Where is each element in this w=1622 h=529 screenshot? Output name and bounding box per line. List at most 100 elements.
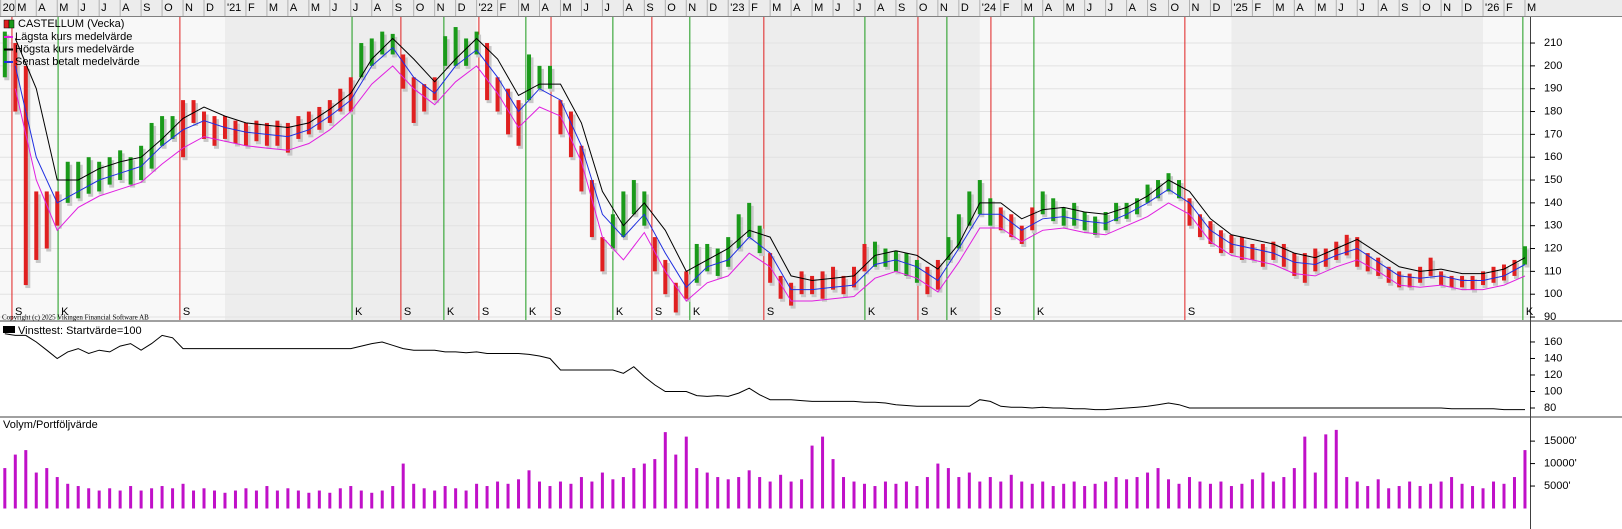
- price-bar: [1512, 259, 1517, 276]
- volume-bar: [475, 483, 479, 509]
- price-bar: [1019, 225, 1024, 244]
- volume-bar: [233, 490, 237, 509]
- price-bar: [296, 116, 301, 139]
- volume-bar: [800, 479, 804, 509]
- x-tick-label: O: [667, 2, 676, 14]
- price-bar: [86, 157, 91, 194]
- price-bar: [988, 198, 993, 226]
- x-tick-label: A: [38, 2, 46, 14]
- volume-bar: [244, 488, 248, 509]
- signal-label: K: [950, 306, 958, 318]
- x-tick-label: J: [1338, 2, 1344, 14]
- volume-bar: [13, 454, 17, 509]
- price-bar: [1260, 243, 1265, 267]
- volume-bar: [653, 459, 657, 509]
- x-tick-label: A: [877, 2, 885, 14]
- x-tick-label: D: [1464, 2, 1472, 14]
- volume-bar: [34, 472, 38, 509]
- price-bar: [1208, 221, 1213, 244]
- price-bar: [925, 266, 930, 295]
- price-bar: [23, 65, 28, 286]
- price-bar: [233, 120, 238, 144]
- x-tick-label: D: [458, 2, 466, 14]
- price-bar: [1365, 253, 1370, 272]
- x-tick-label: F: [500, 2, 507, 14]
- equity-icon: [3, 326, 15, 333]
- volume-bar: [1523, 450, 1527, 509]
- price-bar: [1239, 237, 1244, 260]
- x-tick-label: F: [248, 2, 255, 14]
- volume-bar: [1439, 481, 1443, 509]
- x-tick-label: 20: [3, 2, 15, 14]
- x-tick-label: M: [1024, 2, 1033, 14]
- volume-bar: [275, 490, 279, 509]
- panel-marks: [2, 17, 1530, 320]
- price-bar: [1187, 198, 1192, 226]
- price-bar: [516, 100, 521, 146]
- volume-bar: [579, 477, 583, 509]
- volume-bar: [76, 486, 80, 509]
- volume-bar: [957, 477, 961, 509]
- price-bar: [1166, 173, 1171, 192]
- y-tick-label: 130: [1544, 220, 1562, 232]
- x-tick-label: M: [772, 2, 781, 14]
- y-tick-label: 180: [1544, 105, 1562, 117]
- price-bar: [904, 253, 909, 276]
- price-bar: [128, 157, 133, 185]
- price-bar: [1030, 207, 1035, 231]
- x-tick-label: '25: [1233, 2, 1247, 14]
- volume-bar: [1334, 429, 1338, 509]
- volume-bar: [1093, 483, 1097, 509]
- price-bar: [348, 77, 353, 112]
- volume-bar: [1114, 477, 1118, 509]
- price-bar: [757, 225, 762, 254]
- volume-bar: [1030, 483, 1034, 509]
- volume-bar: [181, 483, 185, 509]
- x-tick-label: F: [1003, 2, 1010, 14]
- y-tick-label: 200: [1544, 60, 1562, 72]
- x-tick-label: S: [646, 2, 653, 14]
- price-bar: [411, 77, 416, 123]
- price-bar: [872, 241, 877, 267]
- volume-bar: [454, 488, 458, 509]
- x-tick-label: M: [17, 2, 26, 14]
- y-tick-label: 160: [1544, 151, 1562, 163]
- price-bar: [1460, 275, 1465, 288]
- x-tick-label: D: [1212, 2, 1220, 14]
- signal-label: S: [655, 306, 662, 318]
- volume-bar: [1345, 477, 1349, 509]
- price-bar: [977, 180, 982, 215]
- signal-label: K: [447, 306, 455, 318]
- volume-bar: [978, 481, 982, 509]
- ma-line: [14, 46, 1526, 291]
- volume-bar: [1271, 481, 1275, 509]
- volume-bar: [852, 481, 856, 509]
- price-bar: [327, 100, 332, 123]
- volume-bar: [401, 463, 405, 509]
- volume-bar: [349, 486, 353, 509]
- x-tick-label: S: [1401, 2, 1408, 14]
- volume-bar: [1492, 481, 1496, 509]
- x-tick-label: J: [1087, 2, 1093, 14]
- price-bar: [1135, 198, 1140, 215]
- price-bar: [862, 243, 867, 272]
- y-tick-label: 170: [1544, 128, 1562, 140]
- x-tick-label: F: [1254, 2, 1261, 14]
- signal-label: K: [868, 306, 876, 318]
- volume-bar: [108, 488, 112, 509]
- price-bar: [1009, 214, 1014, 238]
- volume-bar: [946, 468, 950, 509]
- price-bar: [369, 38, 374, 66]
- price-bar: [1177, 180, 1182, 199]
- volume-bar: [768, 481, 772, 509]
- price-bar: [768, 253, 773, 283]
- x-tick-label: A: [1380, 2, 1388, 14]
- y-tick-label: 100: [1544, 288, 1562, 300]
- volume-bar: [160, 486, 164, 509]
- x-tick-label: A: [122, 2, 130, 14]
- signal-label: S: [554, 306, 561, 318]
- price-bar: [1344, 234, 1349, 256]
- volume-bar: [915, 486, 919, 509]
- volume-bar: [1481, 488, 1485, 509]
